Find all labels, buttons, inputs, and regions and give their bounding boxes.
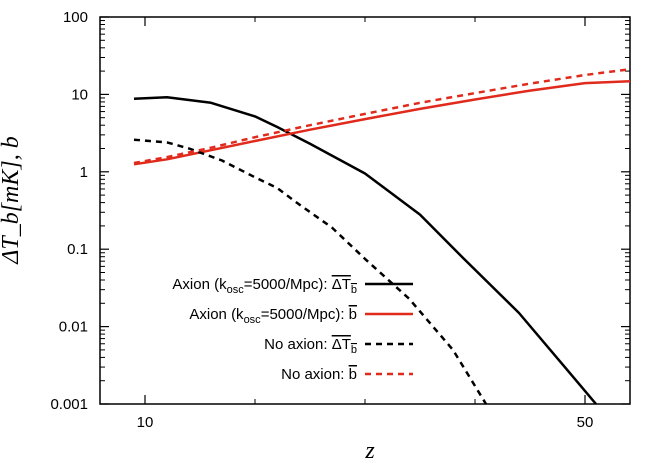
series-line-2 xyxy=(133,79,630,166)
legend-label-4: No axion: b xyxy=(281,366,357,383)
x-axis-title: z xyxy=(364,438,375,464)
y-tick-label: 0.001 xyxy=(50,396,88,413)
y-tick-label: 1 xyxy=(80,164,88,181)
x-axis-ticks: 10 50 xyxy=(137,17,594,431)
series-line-3 xyxy=(133,138,488,404)
legend-label-1: Axion (kosc=5000/Mpc): ΔTb xyxy=(172,276,357,296)
y-tick-label: 0.1 xyxy=(67,241,88,258)
legend: Axion (kosc=5000/Mpc): ΔTb Axion (kosc=50… xyxy=(172,276,413,383)
x-tick-label: 50 xyxy=(577,414,594,431)
y-tick-label: 100 xyxy=(63,9,88,26)
y-tick-label: 0.01 xyxy=(59,319,88,336)
series-line-4 xyxy=(133,67,630,165)
y-axis-ticks: 100 10 1 0.1 0.01 0.001 xyxy=(50,9,630,413)
legend-label-3: No axion: ΔTb xyxy=(264,336,357,356)
y-tick-label: 10 xyxy=(71,86,88,103)
y-axis-title: ΔT_b[mK], b̄ xyxy=(0,136,24,264)
series-line-1 xyxy=(133,95,597,404)
series-layer xyxy=(133,67,630,404)
x-tick-label: 10 xyxy=(137,414,154,431)
plot-frame xyxy=(99,16,631,405)
legend-label-2: Axion (kosc=5000/Mpc): b xyxy=(189,306,357,326)
